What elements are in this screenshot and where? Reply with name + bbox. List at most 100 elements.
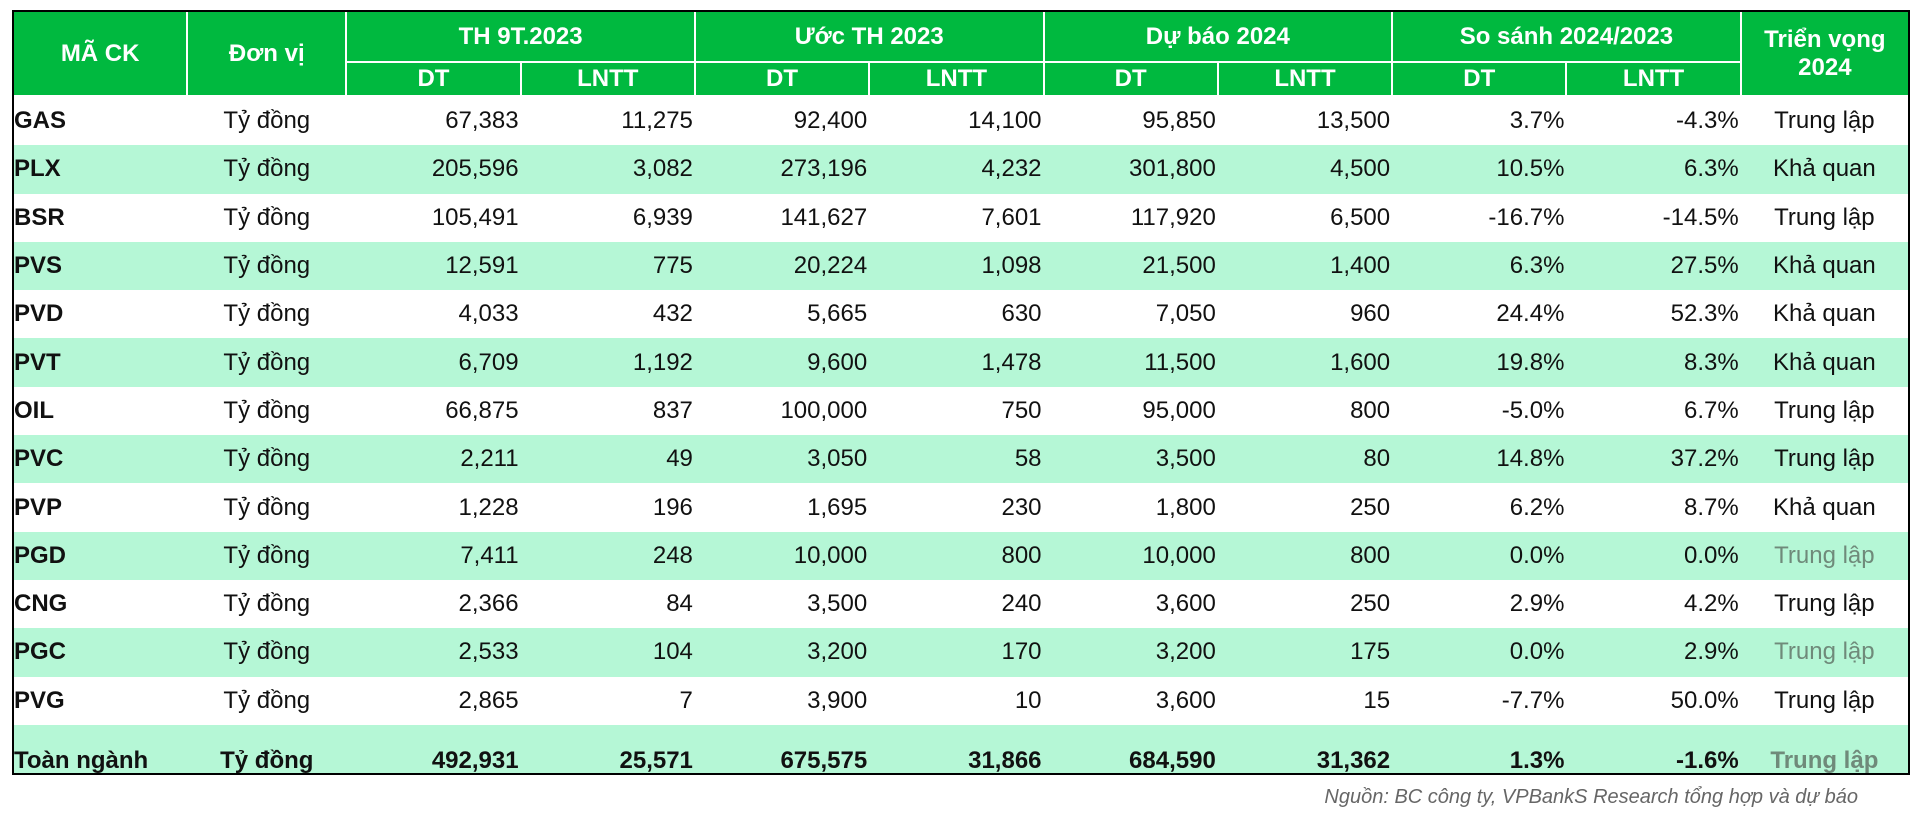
- dt-value-cell: 21,500: [1043, 241, 1218, 291]
- ticker-cell: PVD: [14, 300, 64, 328]
- table-row: BSR Tỷ đồng 105,491 6,939 141,627 7,601 117,92…: [14, 194, 1908, 242]
- table-row: GAS Tỷ đồng 67,383 11,275 92,400 14,100 95,850…: [14, 96, 1908, 145]
- lntt-value-cell: 8.3%: [1566, 338, 1741, 387]
- ticker-cell: PVT: [14, 338, 188, 387]
- outlook-cell: Trung lập: [1774, 686, 1875, 714]
- dt-value-cell: 3,200: [1043, 628, 1218, 677]
- ticker-cell: PVC: [14, 435, 188, 484]
- dt-value-cell: 3,500: [1043, 435, 1218, 484]
- lntt-value-cell: 58: [869, 435, 1044, 484]
- dt-value-cell: 95,850: [1142, 107, 1216, 135]
- header-group-th9t2023: TH 9T.2023: [345, 12, 696, 63]
- unit-cell: Tỷ đồng: [223, 590, 311, 618]
- dt-value-cell: 2.9%: [1509, 590, 1565, 618]
- lntt-value-cell: 240: [1001, 590, 1042, 618]
- lntt-value-cell: 250: [1350, 493, 1391, 521]
- ticker-cell: Toàn ngành: [14, 724, 188, 773]
- outlook-cell: Khả quan: [1740, 145, 1908, 194]
- ticker-cell: OIL: [14, 396, 54, 424]
- lntt-value-cell: 800: [1350, 396, 1391, 424]
- dt-value-cell: 9,600: [694, 338, 870, 387]
- lntt-value-cell: 104: [520, 628, 695, 677]
- outlook-cell: Trung lập: [1740, 435, 1908, 484]
- table-row: PVG Tỷ đồng 2,865 7 3,900 10 3,600 15 -7.7% 50.0%…: [14, 677, 1908, 725]
- dt-value-cell: 3,600: [1155, 686, 1216, 714]
- source-note: Nguồn: BC công ty, VPBankS Research tổng…: [1324, 786, 1858, 808]
- lntt-value-cell: 432: [652, 300, 693, 328]
- ticker-cell: CNG: [14, 590, 68, 618]
- lntt-value-cell: 1,400: [1217, 241, 1393, 291]
- subheader-dt: DT: [346, 61, 522, 97]
- outlook-cell: Trung lập: [1740, 628, 1908, 677]
- lntt-value-cell: 1,478: [869, 338, 1044, 387]
- dt-value-cell: 1,695: [807, 493, 868, 521]
- outlook-cell: Trung lập: [1740, 531, 1908, 580]
- table-row: OIL Tỷ đồng 66,875 837 100,000 750 95,000 800 -5…: [14, 387, 1908, 435]
- lntt-value-cell: 7: [679, 686, 693, 714]
- dt-value-cell: 7,050: [1155, 300, 1216, 328]
- dt-value-cell: 10,000: [694, 531, 870, 580]
- dt-value-cell: 12,591: [346, 241, 521, 291]
- dt-value-cell: 4,033: [458, 300, 519, 328]
- lntt-value-cell: 960: [1350, 300, 1391, 328]
- header-code: MÃ CK: [14, 12, 189, 97]
- header-group-du-bao-2024: Dự báo 2024: [1042, 12, 1394, 63]
- dt-value-cell: 675,575: [694, 724, 870, 773]
- table-row: PGD Tỷ đồng 7,411 248 10,000 800 10,000 800 0.0%…: [14, 531, 1908, 580]
- dt-value-cell: 105,491: [431, 203, 519, 231]
- dt-value-cell: 492,931: [346, 724, 521, 773]
- dt-value-cell: 24.4%: [1496, 300, 1565, 328]
- lntt-value-cell: 230: [1001, 493, 1042, 521]
- dt-value-cell: 301,800: [1043, 145, 1218, 194]
- unit-cell: Tỷ đồng: [187, 435, 347, 484]
- dt-value-cell: 66,875: [445, 396, 519, 424]
- dt-value-cell: 95,000: [1142, 396, 1216, 424]
- lntt-value-cell: 11,275: [621, 107, 693, 135]
- lntt-value-cell: 37.2%: [1566, 435, 1741, 484]
- lntt-value-cell: 4,232: [869, 145, 1044, 194]
- subheader-dt: DT: [693, 61, 871, 97]
- lntt-value-cell: 175: [1217, 628, 1393, 677]
- table-row: PVD Tỷ đồng 4,033 432 5,665 630 7,050 960 24.4% 5…: [14, 290, 1908, 338]
- lntt-value-cell: 15: [1363, 686, 1391, 714]
- unit-cell: Tỷ đồng: [187, 724, 347, 773]
- lntt-value-cell: 6,500: [1330, 203, 1391, 231]
- dt-value-cell: 3,600: [1155, 590, 1216, 618]
- forecast-table: MÃ CK Đơn vị TH 9T.2023 Ước TH 2023 Dự b…: [12, 10, 1910, 775]
- ticker-cell: PLX: [14, 145, 188, 194]
- lntt-value-cell: 1,192: [520, 338, 695, 387]
- dt-value-cell: 1,800: [1155, 493, 1216, 521]
- unit-cell: Tỷ đồng: [187, 628, 347, 677]
- lntt-value-cell: 170: [869, 628, 1044, 677]
- dt-value-cell: 3,050: [694, 435, 870, 484]
- table-row: PVC Tỷ đồng 2,211 49 3,050 58 3,500 80 14.8% 37.2…: [14, 435, 1908, 484]
- unit-cell: Tỷ đồng: [223, 686, 311, 714]
- header-group-so-sanh: So sánh 2024/2023: [1391, 12, 1742, 63]
- lntt-value-cell: 7,601: [981, 203, 1042, 231]
- dt-value-cell: 0.0%: [1392, 628, 1567, 677]
- unit-cell: Tỷ đồng: [187, 531, 347, 580]
- lntt-value-cell: 6.3%: [1566, 145, 1741, 194]
- dt-value-cell: 273,196: [694, 145, 870, 194]
- dt-value-cell: 11,500: [1043, 338, 1218, 387]
- subheader-lntt: LNTT: [1565, 61, 1741, 97]
- unit-cell: Tỷ đồng: [223, 203, 311, 231]
- lntt-value-cell: 14,100: [968, 107, 1042, 135]
- lntt-value-cell: 6.7%: [1684, 396, 1739, 424]
- outlook-cell: Trung lập: [1774, 396, 1875, 424]
- dt-value-cell: 6.2%: [1509, 493, 1565, 521]
- outlook-cell: Trung lập: [1740, 724, 1908, 773]
- dt-value-cell: 5,665: [807, 300, 868, 328]
- lntt-value-cell: 13,500: [1316, 107, 1391, 135]
- lntt-value-cell: 84: [666, 590, 693, 618]
- subheader-lntt: LNTT: [519, 61, 696, 97]
- subheader-dt: DT: [1042, 61, 1219, 97]
- ticker-cell: PGD: [14, 531, 188, 580]
- lntt-value-cell: -1.6%: [1566, 724, 1741, 773]
- lntt-value-cell: 3,082: [520, 145, 695, 194]
- dt-value-cell: 1.3%: [1392, 724, 1567, 773]
- table-row: PVP Tỷ đồng 1,228 196 1,695 230 1,800 250 6.2% 8.…: [14, 483, 1908, 531]
- lntt-value-cell: 49: [520, 435, 695, 484]
- lntt-value-cell: 800: [869, 531, 1044, 580]
- lntt-value-cell: 8.7%: [1684, 493, 1739, 521]
